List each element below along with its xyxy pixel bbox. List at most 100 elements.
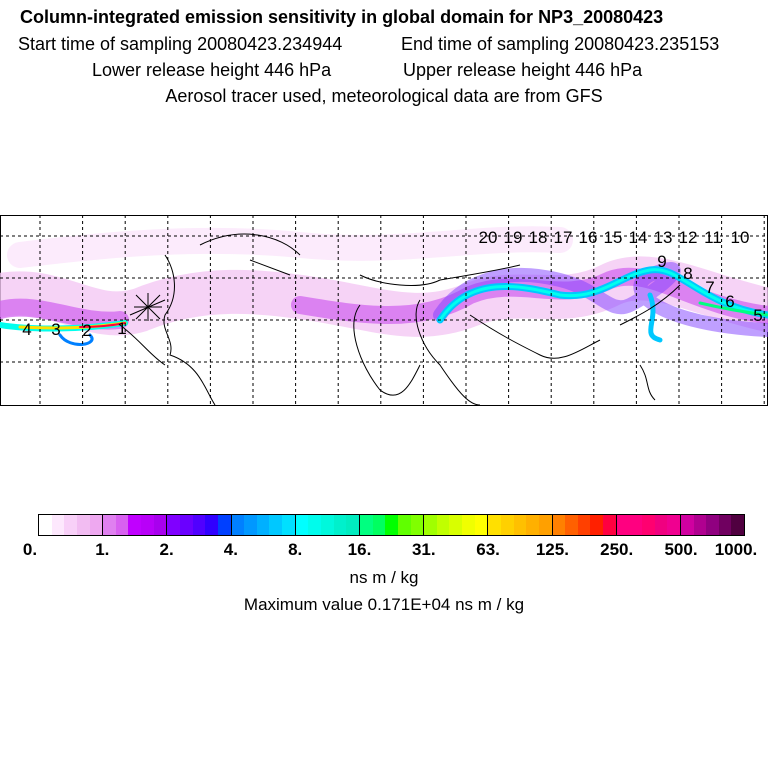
colorbar-swatch [488, 515, 501, 535]
trajectory-label: 18 [529, 228, 548, 247]
colorbar-swatch [89, 515, 103, 535]
colorbar-swatch [706, 515, 719, 535]
colorbar-swatch [526, 515, 539, 535]
colorbar-swatch [397, 515, 411, 535]
trajectory-label: 5 [753, 306, 762, 325]
trajectory-label: 9 [657, 252, 666, 271]
colorbar-swatch [141, 515, 154, 535]
release-point-marker [134, 293, 162, 321]
trajectory-label: 11 [704, 228, 722, 247]
colorbar-swatch [667, 515, 680, 535]
colorbar-swatch [385, 515, 398, 535]
tracer-info: Aerosol tracer used, meteorological data… [165, 86, 603, 106]
colorbar-swatch [333, 515, 347, 535]
colorbar-swatch [103, 515, 116, 535]
colorbar-swatch [731, 515, 745, 535]
plot-title: Column-integrated emission sensitivity i… [20, 7, 664, 27]
colorbar-swatch [449, 515, 463, 535]
colorbar-swatch [321, 515, 334, 535]
colorbar-swatch [39, 515, 52, 535]
colorbar-swatch [269, 515, 283, 535]
colorbar-tick-label: 16. [347, 540, 372, 559]
colorbar-swatch [231, 515, 245, 535]
colorbar-swatch [64, 515, 77, 535]
colorbar-swatch [180, 515, 193, 535]
colorbar-swatch [693, 515, 707, 535]
colorbar-swatch [244, 515, 257, 535]
trajectory-label: 17 [554, 228, 573, 247]
colorbar-swatch [167, 515, 181, 535]
trajectory-label: 6 [725, 292, 734, 311]
colorbar-interval [552, 515, 617, 535]
colorbar-tick-label: 1. [95, 540, 110, 559]
trajectory-label: 13 [654, 228, 673, 247]
colorbar-swatch [217, 515, 231, 535]
colorbar-tick-label: 8. [288, 540, 303, 559]
trajectory-label: 10 [731, 228, 750, 247]
colorbar-tick-label: 500. [664, 540, 698, 559]
colorbar-interval [231, 515, 296, 535]
trajectory-label: 14 [629, 228, 648, 247]
colorbar-swatch [436, 515, 450, 535]
colorbar-swatch [346, 515, 359, 535]
colorbar-interval [680, 515, 745, 535]
end-time: End time of sampling 20080423.235153 [401, 34, 720, 54]
colorbar-tick-label: 63. [476, 540, 500, 559]
maximum-value: Maximum value 0.171E+04 ns m / kg [243, 595, 525, 614]
colorbar-swatch [359, 515, 373, 535]
colorbar-units: ns m / kg [349, 568, 419, 587]
colorbar-swatch [552, 515, 566, 535]
colorbar-swatch [115, 515, 129, 535]
colorbar [38, 514, 745, 536]
colorbar-swatch [282, 515, 295, 535]
colorbar-swatch [51, 515, 65, 535]
colorbar-tick-label: 4. [223, 540, 238, 559]
colorbar-swatch [410, 515, 424, 535]
trajectory-label: 16 [579, 228, 598, 247]
colorbar-interval [616, 515, 681, 535]
colorbar-tick-label: 2. [159, 540, 174, 559]
grid-lines [0, 215, 768, 406]
lower-release-height: Lower release height 446 hPa [92, 60, 332, 80]
colorbar-swatch [500, 515, 514, 535]
trajectory-label: 12 [679, 228, 698, 247]
trajectory-label: 3 [51, 320, 60, 339]
trajectory-label: 4 [22, 320, 31, 339]
colorbar-swatch [372, 515, 386, 535]
trajectory-label: 8 [683, 264, 692, 283]
colorbar-tick-label: 0. [22, 540, 38, 559]
plume [0, 226, 768, 346]
colorbar-swatch [603, 515, 616, 535]
colorbar-swatch [680, 515, 694, 535]
trajectory-label: 15 [604, 228, 623, 247]
trajectory-label: 1 [117, 319, 126, 338]
colorbar-interval [295, 515, 360, 535]
trajectory-label: 2 [82, 321, 91, 340]
colorbar-swatch [629, 515, 642, 535]
upper-release-height: Upper release height 446 hPa [403, 60, 643, 80]
colorbar-swatch [565, 515, 578, 535]
trajectory-label: 20 [479, 228, 498, 247]
colorbar-interval [39, 515, 104, 535]
colorbar-interval [424, 515, 489, 535]
colorbar-swatch [153, 515, 167, 535]
trajectory-label: 7 [705, 278, 714, 297]
colorbar-swatch [641, 515, 655, 535]
colorbar-swatch [718, 515, 732, 535]
trajectory-label: 19 [504, 228, 523, 247]
colorbar-swatch [192, 515, 206, 535]
colorbar-interval [488, 515, 553, 535]
colorbar-interval [359, 515, 425, 535]
coastlines [119, 233, 681, 406]
colorbar-swatch [295, 515, 309, 535]
colorbar-swatch [590, 515, 604, 535]
colorbar-swatch [76, 515, 90, 535]
colorbar-swatch [577, 515, 591, 535]
colorbar-interval [103, 515, 168, 535]
colorbar-swatch [128, 515, 142, 535]
colorbar-swatch [205, 515, 218, 535]
colorbar-tick-label: 125. [535, 540, 569, 559]
colorbar-interval [167, 515, 232, 535]
colorbar-tick-label: 31. [411, 540, 436, 559]
